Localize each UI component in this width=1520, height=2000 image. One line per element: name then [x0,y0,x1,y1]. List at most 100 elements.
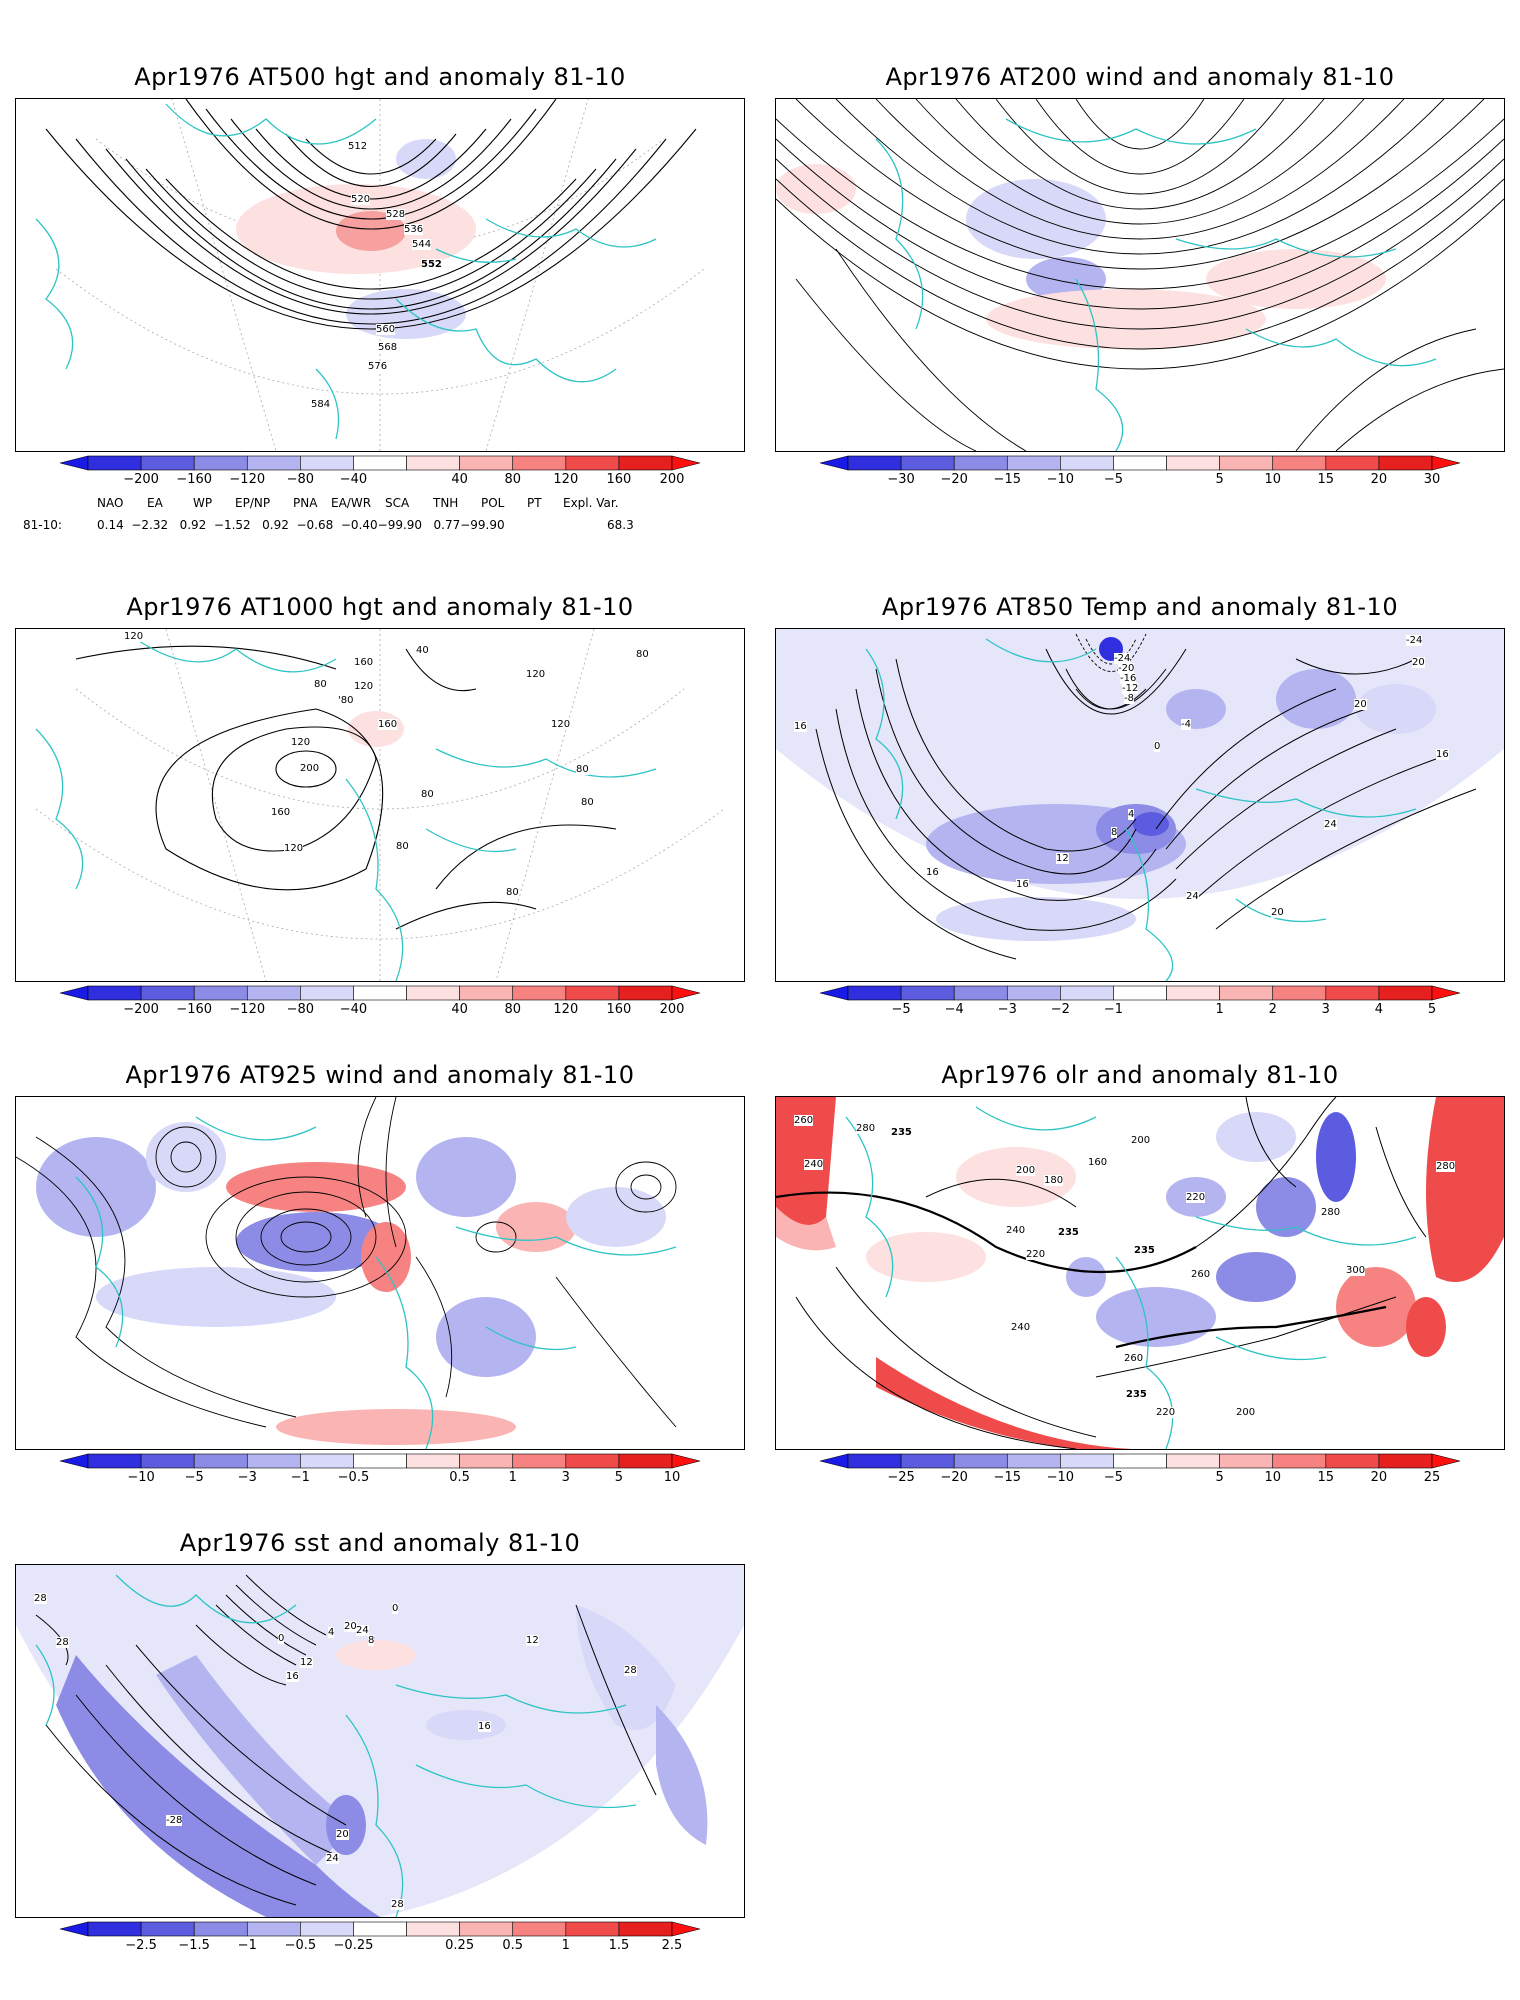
contour-label: 528 [386,209,406,220]
colorbar-tick-label: −40 [339,1002,368,1017]
colorbar-tick-label: 5 [614,1470,624,1485]
colorbar-tick-label: −5 [891,1002,911,1017]
colorbar-tick-label: 80 [504,1002,521,1017]
colorbar-graphic [819,455,1461,471]
contour-label: 20 [1412,657,1425,668]
contour-label: 552 [421,259,442,270]
contour-label: 200 [1131,1135,1151,1146]
colorbar-low-arrow [59,1453,89,1469]
contour-label: 8 [1111,827,1118,838]
contour-label: 160 [354,657,374,668]
colorbar-segment [1325,985,1380,1001]
colorbar-segment [1006,455,1061,471]
map-sst[interactable]: 28 28 0 4 8 12 16 20 24 28 -28 28 16 12 … [15,1564,745,1918]
colorbar-tick-label: 160 [606,1002,632,1017]
colorbar-tick-label: 200 [659,1002,685,1017]
contour-label: 8 [368,1635,375,1646]
index-row-label: 81-10: [23,518,62,532]
colorbar-segment [1219,1453,1274,1469]
contour-label: 12 [1056,853,1069,864]
colorbar: −5 −4 −3 −2 −1 1 2 3 4 5 [819,985,1461,1026]
colorbar-tick-label: −160 [176,472,213,487]
index-header: WP [193,496,213,510]
colorbar-tick-label: −200 [123,472,159,487]
colorbar-segment [1219,455,1274,471]
colorbar-high-arrow [671,1921,701,1937]
map-at850[interactable]: -24 -20 -16 -12 -8 -4 0 4 8 12 16 16 20 … [775,628,1505,982]
map-at925[interactable] [15,1096,745,1450]
colorbar-segment [246,455,301,471]
contour-label: 80 [396,841,409,852]
colorbar-tick-label: 80 [504,472,521,487]
map-at200[interactable] [775,98,1505,452]
colorbar-segment [246,1921,301,1937]
contour-label: 260 [794,1115,814,1126]
colorbar-segment [512,1453,567,1469]
colorbar-segment [1272,455,1327,471]
colorbar-segment [140,455,195,471]
colorbar-tick-label: 1 [508,1470,517,1485]
contour-label: 280 [1436,1161,1456,1172]
panel-at850: Apr1976 AT850 Temp and anomaly 81-10 [775,590,1505,1020]
contour-label: 0 [1154,741,1161,752]
map-olr[interactable]: 260 240 280 235 200 180 160 200 220 235 … [775,1096,1505,1450]
colorbar-segment [953,985,1008,1001]
contour-label: 80 [421,789,434,800]
colorbar-tick-label: −10 [127,1470,155,1485]
colorbar-segment [459,1921,514,1937]
colorbar-tick-label: −20 [940,472,968,487]
colorbar-tick-label: −2.5 [125,1938,157,1953]
colorbar-segment [300,1453,354,1469]
colorbar-high-arrow [671,455,701,471]
colorbar-tick-label: 20 [1370,1470,1388,1485]
contour-label: -12 [1122,683,1139,694]
colorbar-tick-label: −20 [940,1470,968,1485]
map-at1000[interactable]: 120 160 40 80 '80 120 120 160 120 200 16… [15,628,745,982]
index-header: EP/NP [235,496,271,510]
colorbar-graphic [59,1921,701,1937]
colorbar-segment [140,985,195,1001]
index-header: TNH [433,496,459,510]
contour-label: -24 [1406,635,1423,646]
colorbar-segment [1378,985,1433,1001]
colorbar-tick-label: 25 [1423,1470,1441,1485]
index-header: Expl. Var. [563,496,619,510]
contour-label: 560 [376,324,396,335]
contour-label: 80 [506,887,519,898]
contour-label: -16 [1120,673,1137,684]
contour-label: 4 [1128,809,1135,820]
colorbar-high-arrow [1431,1453,1461,1469]
map-at500[interactable]: 512 520 528 536 544 552 560 568 576 584 [15,98,745,452]
colorbar-low-arrow [59,985,89,1001]
teleconnection-values: 81-10: 0.14 −2.32 0.92 −1.52 0.92 −0.68 … [15,518,745,534]
contour-label: 240 [1006,1225,1026,1236]
colorbar-segment [353,1453,407,1469]
colorbar: −2.5 −1.5 −1 −0.5 −0.25 0.25 0.5 1 1.5 2.5 [59,1921,701,1962]
colorbar-segment [300,1921,354,1937]
colorbar-segment [1060,455,1114,471]
colorbar-segment [193,985,248,1001]
colorbar-segment [618,985,673,1001]
contour-label: 235 [1134,1245,1155,1256]
contour-label: 20 [344,1621,357,1632]
index-values: 0.14 −2.32 0.92 −1.52 0.92 −0.68 −0.40−9… [97,518,505,532]
colorbar-segment [1113,985,1167,1001]
colorbar-segment [406,455,460,471]
contour-label: 220 [1026,1249,1046,1260]
contour-label: -20 [1118,663,1135,674]
colorbar-tick-label: 3 [1321,1002,1330,1017]
colorbar-tick-label: 2.5 [661,1938,683,1953]
contour-label: 235 [1058,1227,1079,1238]
colorbar-segment [459,455,514,471]
contour-label: 24 [1324,819,1337,830]
colorbar-segment [87,1453,142,1469]
index-header: SCA [385,496,410,510]
colorbar-segment [1378,455,1433,471]
colorbar-tick-label: −120 [229,1002,266,1017]
colorbar-tick-label: 5 [1215,1470,1224,1485]
colorbar-segment [1113,455,1167,471]
colorbar-segment [1006,1453,1061,1469]
panel-title: Apr1976 AT850 Temp and anomaly 81-10 [881,593,1399,621]
colorbar-tick-label: −40 [339,472,368,487]
colorbar-segment [140,1453,195,1469]
